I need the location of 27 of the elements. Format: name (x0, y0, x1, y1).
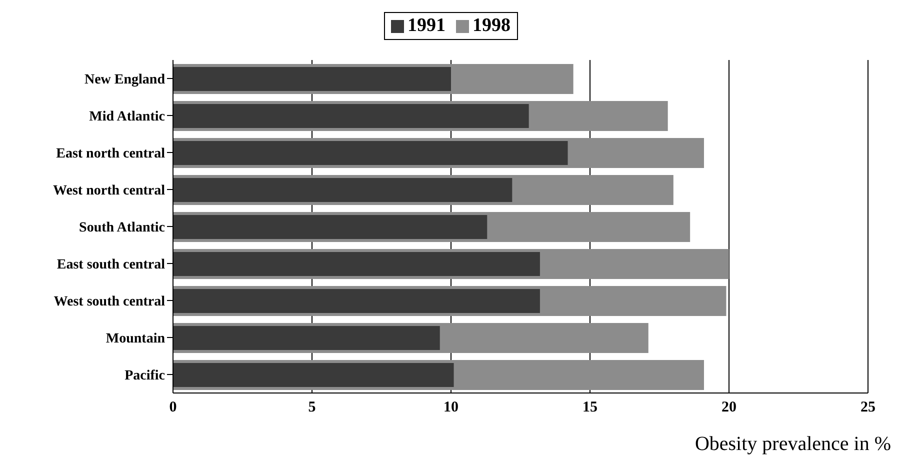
bar (173, 363, 454, 387)
bar (173, 178, 512, 202)
x-axis-title: Obesity prevalence in % (694, 433, 891, 456)
x-tick-label: 0 (169, 400, 177, 416)
y-tick-label: Mountain (106, 331, 166, 346)
y-tick-label: East north central (56, 146, 166, 162)
x-tick-label: 25 (860, 400, 876, 416)
x-tick-label: 10 (444, 400, 458, 416)
bar (173, 141, 568, 165)
bar (173, 104, 529, 128)
legend-label: 1998 (472, 15, 510, 37)
y-tick-label: West south central (54, 294, 166, 310)
bar (173, 289, 540, 313)
y-tick-label: New England (84, 72, 166, 88)
y-tick-label: Mid Atlantic (89, 109, 165, 124)
legend-label: 1991 (406, 15, 446, 37)
x-tick-label: 20 (722, 400, 736, 416)
y-tick-label: South Atlantic (79, 220, 165, 236)
y-tick-label: East south central (56, 257, 166, 272)
bar (173, 67, 451, 91)
y-tick-label: West north central (53, 183, 166, 198)
y-tick-label: Pacific (124, 368, 165, 384)
bar (173, 252, 540, 276)
bar (173, 215, 488, 239)
bar (173, 326, 440, 350)
x-tick-label: 5 (308, 400, 316, 416)
x-tick-label: 15 (582, 400, 598, 416)
